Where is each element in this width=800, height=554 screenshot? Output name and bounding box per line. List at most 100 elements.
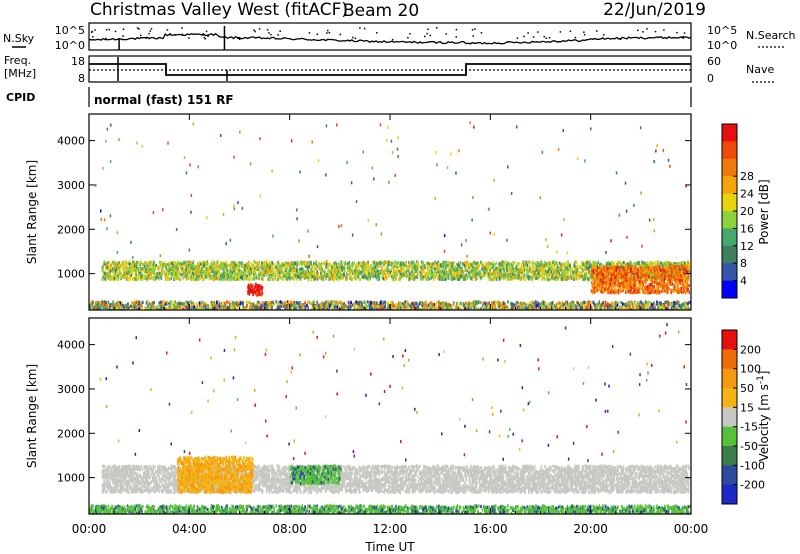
heatmap-cell bbox=[315, 267, 318, 271]
noise-sky-trace bbox=[88, 26, 692, 50]
heatmap-cell bbox=[480, 267, 483, 271]
heatmap-cell bbox=[662, 289, 665, 293]
heatmap-cell bbox=[218, 269, 220, 274]
heatmap-cell bbox=[643, 280, 645, 284]
heatmap-cell bbox=[133, 276, 136, 281]
heatmap-cell bbox=[507, 277, 509, 281]
heatmap-cell bbox=[577, 274, 580, 278]
heatmap-cell bbox=[402, 271, 405, 276]
heatmap-cell bbox=[485, 261, 488, 266]
heatmap-cell bbox=[511, 275, 514, 279]
heatmap-cell bbox=[548, 277, 551, 282]
noise-search-point bbox=[92, 35, 94, 38]
heatmap-cell bbox=[465, 260, 467, 264]
heatmap-cell bbox=[183, 269, 186, 273]
heatmap-cell bbox=[441, 262, 443, 266]
heatmap-cell bbox=[395, 264, 397, 268]
heatmap-cell bbox=[486, 274, 489, 278]
heatmap-cell bbox=[680, 267, 683, 272]
heatmap-cell bbox=[581, 271, 583, 275]
beam-title: Beam 20 bbox=[343, 1, 419, 21]
heatmap-cell bbox=[505, 275, 507, 279]
heatmap-cell bbox=[537, 276, 540, 280]
heatmap-cell bbox=[643, 261, 646, 266]
heatmap-cell bbox=[236, 277, 239, 281]
heatmap-cell bbox=[555, 275, 558, 279]
heatmap-cell bbox=[223, 275, 225, 279]
heatmap-cell bbox=[264, 270, 267, 274]
heatmap-cell bbox=[196, 265, 199, 269]
heatmap-cell bbox=[186, 275, 189, 279]
heatmap-cell bbox=[196, 267, 198, 271]
heatmap-cell bbox=[430, 262, 433, 266]
heatmap-cell bbox=[350, 271, 352, 275]
heatmap-cell bbox=[231, 271, 234, 275]
heatmap-cell bbox=[348, 268, 351, 272]
heatmap-cell bbox=[567, 260, 569, 264]
heatmap-cell bbox=[351, 263, 353, 267]
heatmap-cell bbox=[643, 264, 645, 268]
heatmap-cell bbox=[615, 263, 618, 268]
heatmap-cell bbox=[416, 261, 418, 266]
heatmap-cell bbox=[180, 261, 182, 265]
heatmap-cell bbox=[533, 272, 536, 276]
heatmap-cell bbox=[609, 263, 611, 267]
heatmap-cell bbox=[436, 272, 438, 276]
heatmap-cell bbox=[182, 276, 184, 280]
heatmap-cell bbox=[351, 269, 354, 273]
noise-search-point bbox=[424, 35, 426, 38]
heatmap-cell bbox=[462, 262, 464, 266]
heatmap-cell bbox=[663, 263, 666, 267]
heatmap-cell bbox=[646, 287, 648, 291]
heatmap-cell bbox=[318, 262, 320, 267]
heatmap-cell bbox=[413, 261, 415, 265]
noise-search-point bbox=[407, 37, 409, 39]
heatmap-cell bbox=[220, 274, 222, 278]
heatmap-cell bbox=[506, 269, 508, 273]
heatmap-cell bbox=[148, 276, 151, 280]
heatmap-cell bbox=[660, 282, 663, 286]
heatmap-cell bbox=[320, 265, 322, 269]
heatmap-cell bbox=[205, 275, 207, 279]
heatmap-cell bbox=[375, 271, 377, 275]
heatmap-cell bbox=[625, 270, 628, 274]
heatmap-cell bbox=[566, 263, 568, 267]
heatmap-cell bbox=[430, 271, 432, 275]
heatmap-cell bbox=[553, 270, 555, 274]
heatmap-cell bbox=[322, 275, 325, 279]
heatmap-cell bbox=[476, 266, 479, 270]
heatmap-cell bbox=[526, 267, 528, 271]
heatmap-cell bbox=[538, 274, 541, 278]
heatmap-cell bbox=[285, 277, 288, 281]
heatmap-cell bbox=[234, 277, 237, 281]
heatmap-cell bbox=[555, 266, 557, 270]
heatmap-cell bbox=[613, 262, 615, 266]
heatmap-cell bbox=[148, 267, 150, 271]
heatmap-cell bbox=[306, 265, 309, 269]
heatmap-cell bbox=[145, 262, 148, 266]
heatmap-cell bbox=[466, 261, 469, 265]
heatmap-cell bbox=[433, 262, 436, 266]
heatmap-cell bbox=[257, 276, 260, 280]
heatmap-cell bbox=[283, 266, 286, 270]
heatmap-cell bbox=[370, 267, 372, 271]
heatmap-cell bbox=[390, 267, 393, 271]
noise-search-point bbox=[676, 31, 678, 34]
heatmap-cell bbox=[213, 275, 216, 279]
heatmap-cell bbox=[218, 273, 221, 277]
heatmap-cell bbox=[427, 261, 430, 265]
heatmap-cell bbox=[120, 266, 122, 270]
heatmap-cell bbox=[438, 274, 441, 278]
noise-search-point bbox=[663, 29, 665, 31]
heatmap-cell bbox=[269, 275, 272, 279]
heatmap-cell bbox=[648, 263, 651, 267]
heatmap-cell bbox=[197, 277, 200, 281]
heatmap-cell bbox=[207, 271, 210, 275]
heatmap-cell bbox=[136, 276, 139, 280]
heatmap-cell bbox=[417, 270, 420, 274]
noise-search-point bbox=[480, 32, 483, 34]
heatmap-cell bbox=[177, 269, 179, 273]
heatmap-cell bbox=[430, 276, 433, 280]
noise-search-point bbox=[426, 32, 428, 35]
heatmap-cell bbox=[257, 265, 260, 269]
